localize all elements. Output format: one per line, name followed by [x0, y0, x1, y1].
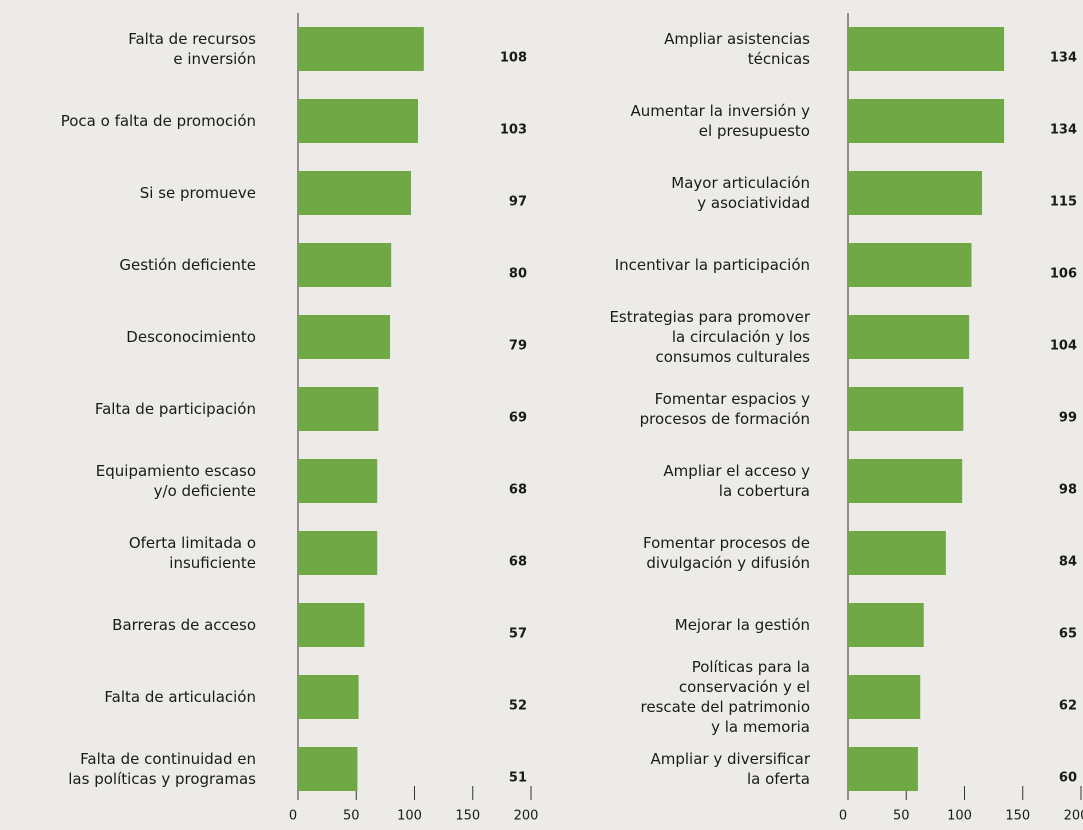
value-label: 69 [509, 411, 527, 426]
value-label: 99 [1059, 411, 1077, 426]
x-tick-label: 0 [839, 809, 847, 824]
bar [848, 675, 921, 719]
bar [848, 27, 1005, 71]
value-label: 68 [509, 483, 527, 498]
value-label: 84 [1059, 555, 1077, 570]
bar [848, 315, 970, 359]
category-label: Incentivar la participación [614, 256, 810, 274]
category-label: Aumentar la inversión y el presupuesto [630, 102, 810, 140]
value-label: 57 [509, 627, 527, 642]
bar [848, 531, 946, 575]
bar [298, 531, 378, 575]
value-label: 62 [1059, 699, 1077, 714]
category-label: Estrategias para promover la circulación… [609, 308, 810, 366]
value-label: 65 [1059, 627, 1077, 642]
category-label: Equipamiento escaso y/o deficiente [95, 462, 256, 500]
bar [298, 27, 424, 71]
value-label: 98 [1059, 483, 1077, 498]
value-label: 60 [1059, 771, 1077, 786]
category-label: Oferta limitada o insuficiente [128, 534, 256, 572]
value-label: 134 [1050, 51, 1077, 66]
category-label: Ampliar asistencias técnicas [664, 30, 810, 68]
x-tick-label: 100 [397, 809, 422, 824]
value-label: 80 [509, 267, 527, 282]
x-tick-label: 100 [947, 809, 972, 824]
category-label: Políticas para la conservación y el resc… [640, 658, 810, 736]
category-label: Falta de participación [94, 400, 256, 418]
value-label: 134 [1050, 123, 1077, 138]
category-label: Mejorar la gestión [674, 616, 810, 634]
bar [298, 459, 378, 503]
value-label: 108 [500, 51, 527, 66]
x-tick-label: 150 [455, 809, 480, 824]
bar [848, 603, 924, 647]
category-label: Falta de articulación [104, 688, 256, 706]
category-label: Si se promueve [139, 184, 256, 202]
bar [848, 459, 963, 503]
bar [848, 747, 918, 791]
category-label: Falta de recursos e inversión [128, 30, 256, 68]
category-label: Desconocimiento [126, 328, 256, 346]
x-tick-label: 200 [514, 809, 539, 824]
category-label: Fomentar espacios y procesos de formació… [639, 390, 810, 428]
x-tick-label: 0 [289, 809, 297, 824]
bar [298, 675, 359, 719]
category-label: Poca o falta de promoción [60, 112, 256, 130]
category-label: Gestión deficiente [119, 256, 256, 274]
bar [848, 99, 1005, 143]
value-label: 104 [1050, 339, 1077, 354]
bar [298, 603, 365, 647]
bar [298, 243, 392, 287]
bar [848, 171, 982, 215]
category-label: Ampliar el acceso y la cobertura [663, 462, 810, 500]
category-label: Mayor articulación y asociatividad [671, 174, 810, 212]
x-tick-label: 200 [1064, 809, 1083, 824]
category-label: Falta de continuidad en las políticas y … [68, 750, 256, 788]
category-label: Ampliar y diversificar la oferta [650, 750, 811, 788]
bar [298, 747, 358, 791]
bar [298, 387, 379, 431]
bar [848, 387, 964, 431]
bar [848, 243, 972, 287]
value-label: 51 [509, 771, 527, 786]
value-label: 103 [500, 123, 527, 138]
value-label: 115 [1050, 195, 1077, 210]
value-label: 68 [509, 555, 527, 570]
bar [298, 171, 412, 215]
x-tick-label: 50 [893, 809, 910, 824]
bar [298, 99, 418, 143]
value-label: 52 [509, 699, 527, 714]
x-tick-label: 150 [1005, 809, 1030, 824]
category-label: Barreras de acceso [112, 616, 256, 634]
value-label: 79 [509, 339, 527, 354]
bar [298, 315, 391, 359]
x-tick-label: 50 [343, 809, 360, 824]
value-label: 97 [509, 195, 527, 210]
category-label: Fomentar procesos de divulgación y difus… [643, 534, 810, 572]
value-label: 106 [1050, 267, 1077, 282]
